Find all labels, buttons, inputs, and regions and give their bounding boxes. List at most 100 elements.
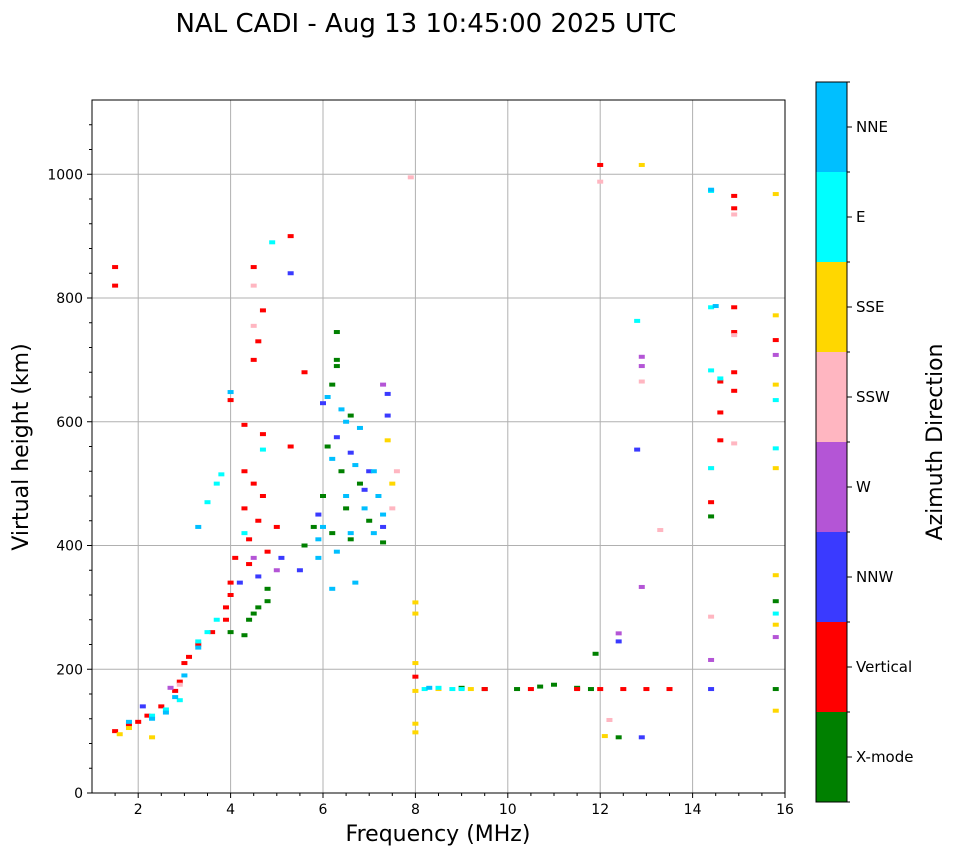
data-point xyxy=(250,323,257,328)
data-point xyxy=(195,642,202,647)
data-point xyxy=(162,707,169,712)
data-point xyxy=(329,586,336,591)
data-marks xyxy=(112,162,779,740)
data-point xyxy=(717,438,724,443)
data-point xyxy=(712,304,719,309)
data-point xyxy=(333,357,340,362)
data-point xyxy=(181,661,188,666)
data-point xyxy=(324,444,331,449)
data-point xyxy=(227,593,234,597)
colorbar-category-label: X-mode xyxy=(856,748,913,766)
data-point xyxy=(158,704,165,709)
x-tick-label: 16 xyxy=(776,802,794,818)
data-point xyxy=(227,580,234,585)
data-point xyxy=(250,265,257,270)
data-point xyxy=(615,631,622,636)
colorbar-segment xyxy=(816,712,847,802)
data-point xyxy=(246,617,253,622)
data-point xyxy=(592,651,599,656)
data-point xyxy=(333,330,340,335)
data-point xyxy=(412,611,419,616)
data-point xyxy=(772,466,779,471)
data-point xyxy=(772,398,779,403)
y-axis-label: Virtual height (km) xyxy=(9,343,34,550)
data-point xyxy=(273,524,280,529)
data-point xyxy=(255,574,262,579)
data-point xyxy=(195,645,202,650)
data-point xyxy=(287,234,294,239)
data-point xyxy=(333,549,340,554)
grid-lines xyxy=(92,100,785,793)
data-point xyxy=(537,684,544,689)
data-point xyxy=(772,352,779,357)
data-point xyxy=(241,422,248,427)
data-point xyxy=(264,586,271,591)
data-point xyxy=(615,735,622,740)
series-w xyxy=(167,352,779,690)
y-tick-label: 600 xyxy=(56,415,83,431)
data-point xyxy=(338,469,345,474)
chart-title: NAL CADI - Aug 13 10:45:00 2025 UTC xyxy=(176,9,677,39)
data-point xyxy=(412,688,419,693)
data-point xyxy=(236,580,243,585)
data-point xyxy=(638,162,645,167)
data-point xyxy=(380,524,387,529)
data-point xyxy=(250,555,257,560)
data-point xyxy=(421,687,428,692)
x-tick-label: 4 xyxy=(226,802,235,818)
data-point xyxy=(407,175,414,180)
data-point xyxy=(333,435,340,440)
data-point xyxy=(393,469,400,474)
data-point xyxy=(186,654,193,659)
data-point xyxy=(315,555,322,560)
data-point xyxy=(772,573,779,578)
data-point xyxy=(412,730,419,735)
data-point xyxy=(717,410,724,415)
data-point xyxy=(324,395,331,399)
data-point xyxy=(250,357,257,362)
data-point xyxy=(259,308,266,313)
x-tick-label: 10 xyxy=(499,802,517,818)
data-point xyxy=(162,710,169,715)
data-point xyxy=(269,240,276,245)
data-point xyxy=(731,212,738,217)
data-point xyxy=(366,469,373,474)
data-point xyxy=(347,537,354,542)
data-point xyxy=(125,726,132,731)
data-point xyxy=(329,456,336,461)
data-point xyxy=(259,494,266,498)
data-point xyxy=(320,494,326,498)
data-point xyxy=(195,524,202,529)
series-nnw xyxy=(139,271,715,740)
data-point xyxy=(389,506,396,511)
y-tick-label: 1000 xyxy=(47,167,83,183)
data-point xyxy=(250,481,257,486)
data-point xyxy=(278,555,285,560)
colorbar: X-mode Vertical NNW W SSW SSE E NNE xyxy=(815,81,913,803)
colorbar-category-label: NNE xyxy=(856,118,888,136)
colorbar-segment xyxy=(816,262,847,352)
data-point xyxy=(615,639,622,644)
data-point xyxy=(380,540,387,545)
data-point xyxy=(176,679,183,684)
data-point xyxy=(287,444,294,449)
data-point xyxy=(772,599,779,604)
data-point xyxy=(204,500,211,505)
data-point xyxy=(227,398,234,403)
colorbar-segment xyxy=(816,442,847,532)
data-point xyxy=(135,719,142,724)
data-point xyxy=(112,283,119,288)
data-point xyxy=(731,330,738,335)
data-point xyxy=(772,192,779,197)
data-point xyxy=(149,735,156,740)
x-tick-label: 6 xyxy=(319,802,328,818)
x-tick-label: 2 xyxy=(134,802,143,818)
data-point xyxy=(361,506,368,511)
data-point xyxy=(347,531,354,536)
data-point xyxy=(731,305,738,310)
data-point xyxy=(551,682,557,687)
series-nne xyxy=(125,187,719,724)
data-point xyxy=(172,688,179,693)
data-point xyxy=(384,438,391,443)
data-point xyxy=(731,206,738,211)
